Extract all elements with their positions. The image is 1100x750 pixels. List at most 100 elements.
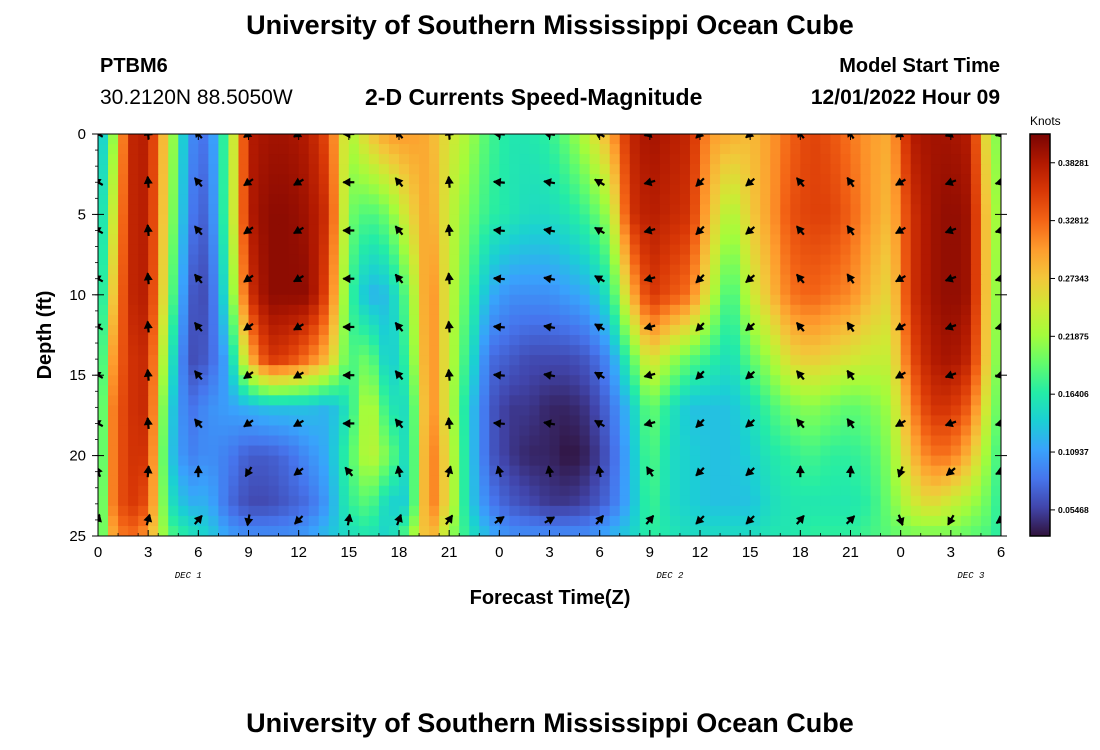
heatmap-cell [639, 204, 651, 215]
current-vector [293, 177, 304, 186]
heatmap-cell [569, 194, 581, 205]
heatmap-cell [990, 515, 1001, 527]
heatmap-cell [439, 445, 450, 457]
heatmap-cell [820, 495, 832, 507]
heatmap-cell [689, 144, 701, 155]
heatmap-cell [298, 495, 310, 507]
heatmap-cell [178, 134, 189, 145]
heatmap-cell [750, 415, 761, 427]
heatmap-cell [108, 314, 119, 326]
x-axis-title: Forecast Time(Z) [470, 587, 631, 609]
heatmap-cell [98, 375, 109, 386]
heatmap-cell [710, 174, 721, 185]
heatmap-cell [950, 435, 962, 447]
heatmap-cell [970, 365, 982, 376]
heatmap-cell [830, 214, 842, 226]
heatmap-cell [710, 415, 721, 427]
heatmap-cell [980, 214, 992, 226]
heatmap-cell [258, 395, 270, 406]
heatmap-cell [820, 345, 832, 356]
heatmap-cell [810, 164, 821, 175]
heatmap-cell [900, 405, 912, 416]
heatmap-cell [619, 164, 631, 175]
heatmap-cell [760, 224, 771, 236]
heatmap-cell [930, 485, 942, 497]
current-vector [243, 177, 254, 187]
heatmap-cell [238, 234, 250, 246]
heatmap-cell [870, 495, 882, 507]
heatmap-cell [619, 134, 631, 145]
heatmap-cell [529, 495, 541, 507]
heatmap-cell [288, 294, 300, 306]
heatmap-cell [439, 174, 450, 185]
heatmap-cell [268, 144, 280, 155]
heatmap-cell [439, 465, 450, 477]
heatmap-cell [138, 345, 149, 356]
heatmap-cell [700, 455, 711, 467]
heatmap-cell [970, 244, 982, 256]
heatmap-cell [449, 495, 460, 507]
heatmap-cell [128, 385, 139, 396]
heatmap-cell [348, 144, 360, 155]
current-vector [695, 322, 705, 332]
heatmap-cell [700, 144, 711, 155]
current-vector [543, 371, 556, 380]
heatmap-cell [298, 184, 310, 195]
heatmap-cell [318, 415, 330, 427]
heatmap-cell [990, 284, 1001, 296]
vector-head [444, 224, 454, 233]
heatmap-cell [880, 274, 892, 286]
heatmap-cell [308, 465, 320, 477]
heatmap-cell [248, 355, 260, 366]
heatmap-cell [830, 264, 842, 276]
heatmap-cell [178, 254, 189, 266]
heatmap-cell [459, 525, 470, 536]
heatmap-cell [348, 204, 360, 215]
heatmap-cell [930, 495, 942, 507]
heatmap-cell [860, 284, 872, 296]
heatmap-cell [830, 495, 842, 507]
heatmap-cell [459, 234, 470, 246]
heatmap-cell [378, 525, 390, 536]
heatmap-cell [409, 274, 420, 286]
heatmap-cell [409, 294, 420, 306]
heatmap-cell [388, 214, 400, 226]
current-vector [293, 418, 304, 428]
heatmap-cell [910, 214, 922, 226]
heatmap-cell [459, 194, 470, 205]
heatmap-cell [378, 465, 390, 477]
heatmap-cell [98, 525, 109, 536]
heatmap-cell [509, 144, 520, 155]
heatmap-cell [118, 274, 129, 286]
heatmap-cell [720, 425, 731, 437]
heatmap-cell [820, 284, 832, 296]
heatmap-cell [439, 365, 450, 376]
heatmap-cell [338, 164, 350, 175]
heatmap-cell [248, 214, 260, 226]
heatmap-cell [188, 144, 199, 155]
heatmap-cell [710, 355, 721, 366]
heatmap-cell [679, 284, 691, 296]
heatmap-cell [890, 525, 902, 536]
heatmap-cell [128, 485, 139, 497]
heatmap-cell [459, 214, 470, 226]
heatmap-cell [559, 244, 571, 256]
heatmap-cell [549, 475, 561, 487]
heatmap-cell [569, 505, 581, 517]
heatmap-cell [559, 495, 571, 507]
heatmap-cell [920, 505, 932, 517]
heatmap-cell [409, 425, 420, 437]
heatmap-cell [308, 164, 320, 175]
vector-head [594, 371, 604, 380]
heatmap-cell [439, 375, 450, 386]
heatmap-cell [318, 395, 330, 406]
current-vector [193, 225, 203, 236]
heatmap-cell [569, 525, 581, 536]
heatmap-cell [980, 385, 992, 396]
heatmap-cell [569, 415, 581, 427]
current-vector [444, 224, 454, 237]
heatmap-cell [439, 455, 450, 467]
heatmap-cell [710, 204, 721, 215]
vector-head [143, 368, 153, 378]
heatmap-cell [168, 385, 179, 396]
